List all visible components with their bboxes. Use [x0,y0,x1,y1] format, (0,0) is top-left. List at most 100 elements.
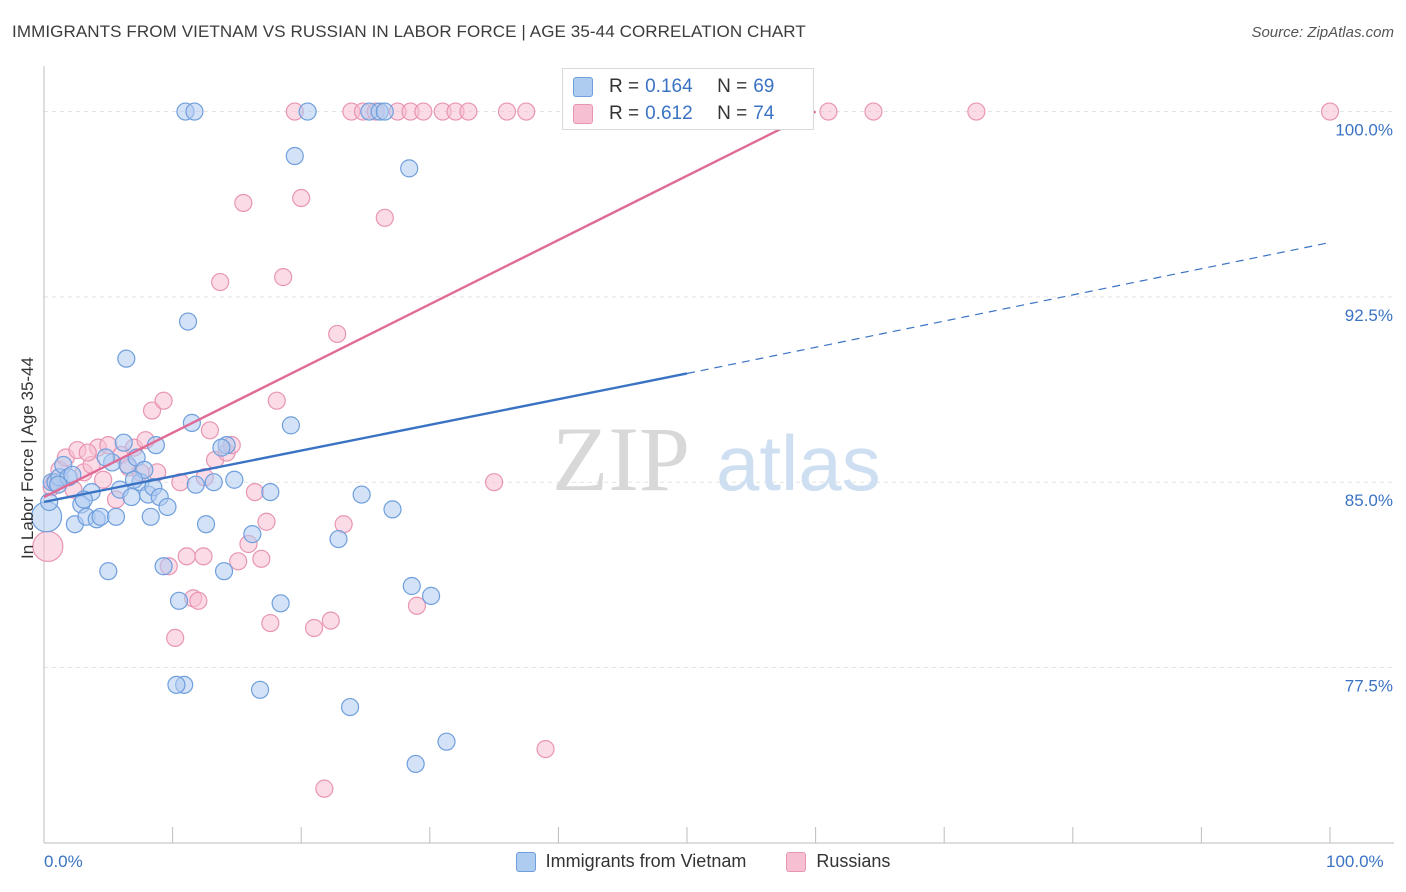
russians-point [292,188,311,208]
vietnam-point [261,482,280,502]
russians-point [315,779,334,798]
russians-swatch [573,104,593,124]
legend-label-vietnam: Immigrants from Vietnam [545,851,747,871]
vietnam-point [106,507,126,526]
russians-legend-swatch [786,851,807,872]
russians-point [321,611,340,630]
vietnam-point [383,500,402,519]
legend-item-russians[interactable]: Russians [786,851,890,872]
r-value: 0.612 [645,103,693,124]
vietnam-point [406,754,425,774]
vietnam-point [243,525,262,544]
n-value: 74 [753,103,775,124]
russians-point [407,596,427,615]
russians-point [414,102,433,121]
vietnam-point [91,507,110,526]
russians-point [485,473,504,492]
vietnam-point [421,586,441,605]
vietnam-point [214,562,234,581]
watermark-atlas: atlas [716,419,881,507]
vietnam-point [225,470,244,489]
russians-point [194,547,213,566]
russians-trend-line [43,110,817,499]
legend-item-vietnam[interactable]: Immigrants from Vietnam [515,851,747,872]
x-tick-right: 100.0% [1326,852,1384,871]
russians-point [1320,102,1340,121]
russians-point [166,628,185,647]
russians-point [375,208,394,227]
vietnam-point [375,102,394,121]
russians-point [234,193,253,213]
vietnam-legend-swatch [515,851,536,872]
vietnam-point [271,594,290,613]
russians-point [252,549,271,568]
russians-point [142,401,162,420]
vietnam-point [400,159,419,178]
russians-point [94,470,113,489]
russians-point [497,102,517,121]
vietnam-trend-extension [686,241,1331,375]
y-tick-label: 85.0% [1345,491,1393,510]
russians-point [304,618,324,638]
vietnam-point [298,102,317,121]
vietnam-point [340,697,360,717]
russians-point [245,482,265,502]
vietnam-swatch [573,77,593,97]
source-label: Source: ZipAtlas.com [1251,24,1394,41]
y-tick-label: 92.5% [1345,306,1393,325]
russians-point [200,421,219,440]
axes [43,66,1394,844]
r-value: 0.164 [645,76,693,97]
russians-point [189,591,208,610]
watermark-zip: ZIP [552,408,690,510]
trend-lines [43,110,1331,504]
x-tick-left: 0.0% [44,852,83,871]
chart-title: IMMIGRANTS FROM VIETNAM VS RUSSIAN IN LA… [12,22,806,41]
vietnam-point [169,591,189,610]
vietnam-point [141,507,160,526]
vietnam-point [99,562,118,581]
series-legend: Immigrants from Vietnam Russians [0,851,1406,872]
vietnam-point [212,438,231,457]
stats-row-vietnam: R = 0.164 N = 69 [573,74,774,100]
vietnam-point [250,680,270,699]
vietnam-point [158,497,177,517]
vietnam-point [114,433,133,452]
n-label: N = [717,76,748,97]
vietnam-point [167,675,186,694]
russians-point [261,613,280,633]
vietnam-point [204,473,223,492]
vietnam-point [178,312,198,331]
vietnam-trend-line [43,372,688,504]
r-label: R = [609,103,640,124]
russians-point [328,324,347,344]
y-tick-label: 77.5% [1345,677,1393,696]
vietnam-points [30,102,456,774]
russians-point [459,102,478,121]
russians-point [274,268,293,287]
n-value: 69 [753,76,775,97]
russians-point [211,272,230,292]
vietnam-point [437,732,456,751]
vietnam-point [402,576,421,596]
russians-point [517,102,536,121]
stats-row-russians: R = 0.612 N = 74 [573,101,774,127]
russians-point [229,552,248,571]
vietnam-point [122,487,141,507]
russians-point [78,443,97,462]
vietnam-point [329,529,348,549]
legend-label-russians: Russians [816,851,891,871]
vietnam-point [117,349,136,368]
vietnam-point [154,557,173,576]
russians-point [864,102,883,121]
stats-legend: R = 0.164 N = 69 R = 0.612 N = 74 [562,68,814,130]
russians-point [267,391,286,410]
y-tick-label: 100.0% [1335,121,1393,140]
vietnam-point [185,102,204,121]
russians-point [819,102,838,121]
n-label: N = [717,103,748,124]
russians-point [536,739,555,759]
russians-point [967,102,986,121]
vietnam-point [352,485,371,504]
